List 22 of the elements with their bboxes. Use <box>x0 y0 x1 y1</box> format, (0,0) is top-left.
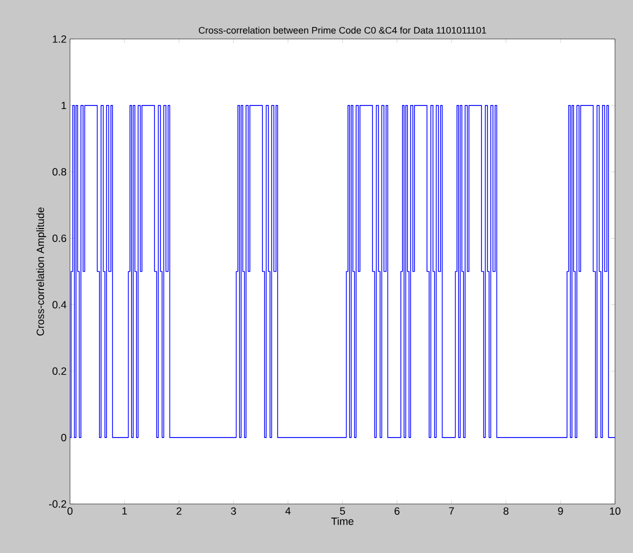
y-tick-label: 1 <box>62 102 66 110</box>
y-tick-label: 0 <box>61 434 66 442</box>
y-tick-label: -0.2 <box>49 500 66 508</box>
y-tick-label: 1.2 <box>52 35 66 43</box>
y-axis-title: Cross-correlation Amplitude <box>36 207 46 336</box>
x-tick-label: 0 <box>68 507 73 515</box>
x-tick-label: 1 <box>122 507 127 515</box>
x-tick-label: 8 <box>504 507 508 515</box>
y-tick-label: 0.4 <box>52 301 66 308</box>
x-tick-label: 10 <box>610 507 620 515</box>
y-tick-label: 0.2 <box>52 367 66 375</box>
x-tick-label: 4 <box>285 507 291 515</box>
x-tick-label: 7 <box>449 507 454 515</box>
y-tick-label: 0.6 <box>52 234 66 242</box>
x-tick-label: 2 <box>176 507 182 515</box>
x-tick-label: 5 <box>340 507 345 515</box>
x-tick-label: 3 <box>230 507 236 515</box>
chart-title: Cross-correlation between Prime Code C0 &C4 for Data 1101011101 <box>198 26 486 34</box>
x-axis-title: Time <box>331 517 354 525</box>
y-tick-label: 0.8 <box>52 168 66 176</box>
x-tick-label: 9 <box>558 507 563 515</box>
x-tick-label: 6 <box>394 507 400 515</box>
